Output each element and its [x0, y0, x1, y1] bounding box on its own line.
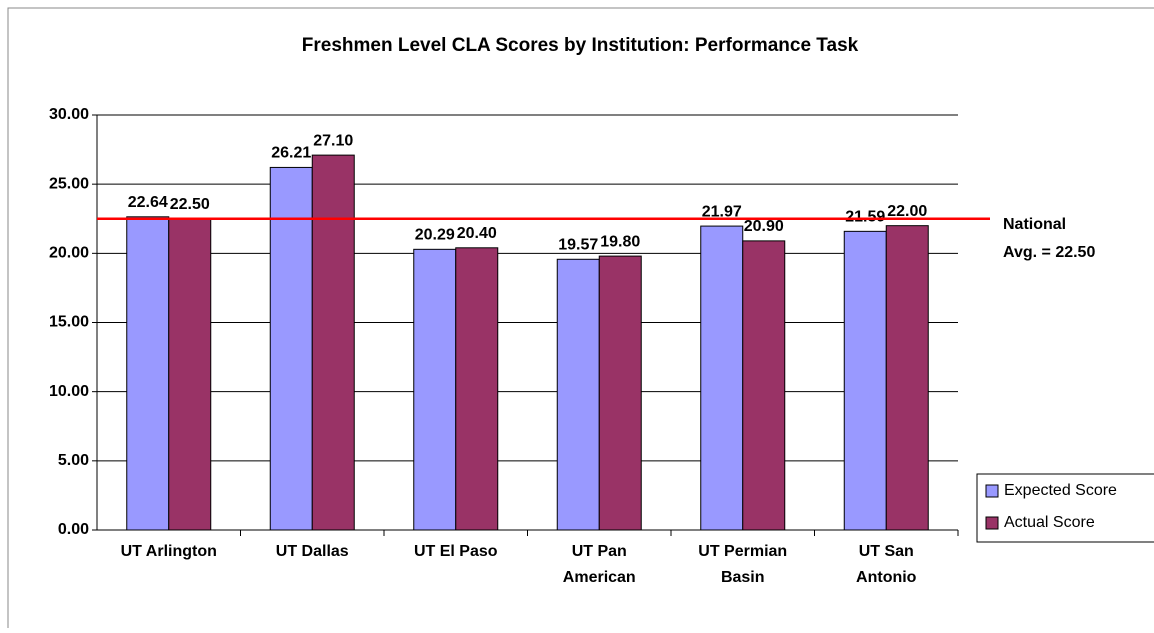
x-tick-label-line: UT Pan — [572, 543, 627, 560]
data-label: 22.64 — [128, 194, 168, 211]
x-tick-label-line: UT El Paso — [414, 543, 498, 560]
data-label: 26.21 — [271, 145, 311, 162]
x-tick-label-line: Basin — [721, 569, 765, 586]
data-label: 19.57 — [558, 237, 598, 254]
legend-box — [976, 473, 1154, 543]
chart-title: Freshmen Level CLA Scores by Institution… — [302, 35, 859, 56]
bar — [126, 216, 170, 531]
bar — [413, 248, 457, 531]
bar — [700, 225, 744, 531]
y-tick-label: 10.00 — [49, 383, 89, 400]
x-tick-label: UT Arlington — [121, 543, 217, 560]
bar — [168, 218, 212, 531]
data-label: 20.40 — [457, 225, 497, 242]
x-tick-label-line: UT Permian — [698, 543, 787, 560]
x-tick-label-line: UT San — [859, 543, 914, 560]
data-label: 22.50 — [170, 196, 210, 213]
y-tick-label: 5.00 — [58, 452, 89, 469]
x-tick-label-line: Antonio — [856, 569, 917, 586]
data-label: 22.00 — [887, 203, 927, 220]
x-tick-label: UT Permian Basin — [698, 543, 787, 586]
reference-label: National — [1003, 216, 1066, 233]
reference-label: Avg. = 22.50 — [1003, 244, 1095, 261]
bar — [885, 225, 929, 531]
x-tick-label-line: American — [563, 569, 636, 586]
bar — [311, 154, 355, 531]
bar — [598, 255, 642, 531]
data-label: 20.90 — [744, 218, 784, 235]
data-label: 21.97 — [702, 203, 742, 220]
legend-text: Actual Score — [1004, 514, 1095, 531]
x-tick-label: UT Dallas — [276, 543, 349, 560]
bar — [556, 258, 600, 531]
y-tick-label: 15.00 — [49, 314, 89, 331]
x-tick-label: UT San Antonio — [856, 543, 917, 586]
bar — [269, 166, 313, 531]
data-label: 21.59 — [845, 209, 885, 226]
data-label: 20.29 — [415, 227, 455, 244]
data-label: 19.80 — [600, 233, 640, 250]
bar — [843, 230, 887, 531]
x-tick-label-line: UT Dallas — [276, 543, 349, 560]
legend-text: Expected Score — [1004, 482, 1117, 499]
x-tick-label-line: UT Arlington — [121, 543, 217, 560]
data-label: 27.10 — [313, 132, 353, 149]
bar — [742, 240, 786, 531]
y-tick-label: 20.00 — [49, 245, 89, 262]
y-tick-label: 30.00 — [49, 106, 89, 123]
y-tick-label: 0.00 — [58, 521, 89, 538]
x-tick-label: UT El Paso — [414, 543, 498, 560]
x-tick-label: UT Pan American — [563, 543, 636, 586]
legend-swatch — [985, 516, 999, 530]
legend-swatch — [985, 484, 999, 498]
y-tick-label: 25.00 — [49, 175, 89, 192]
bar — [455, 247, 499, 531]
